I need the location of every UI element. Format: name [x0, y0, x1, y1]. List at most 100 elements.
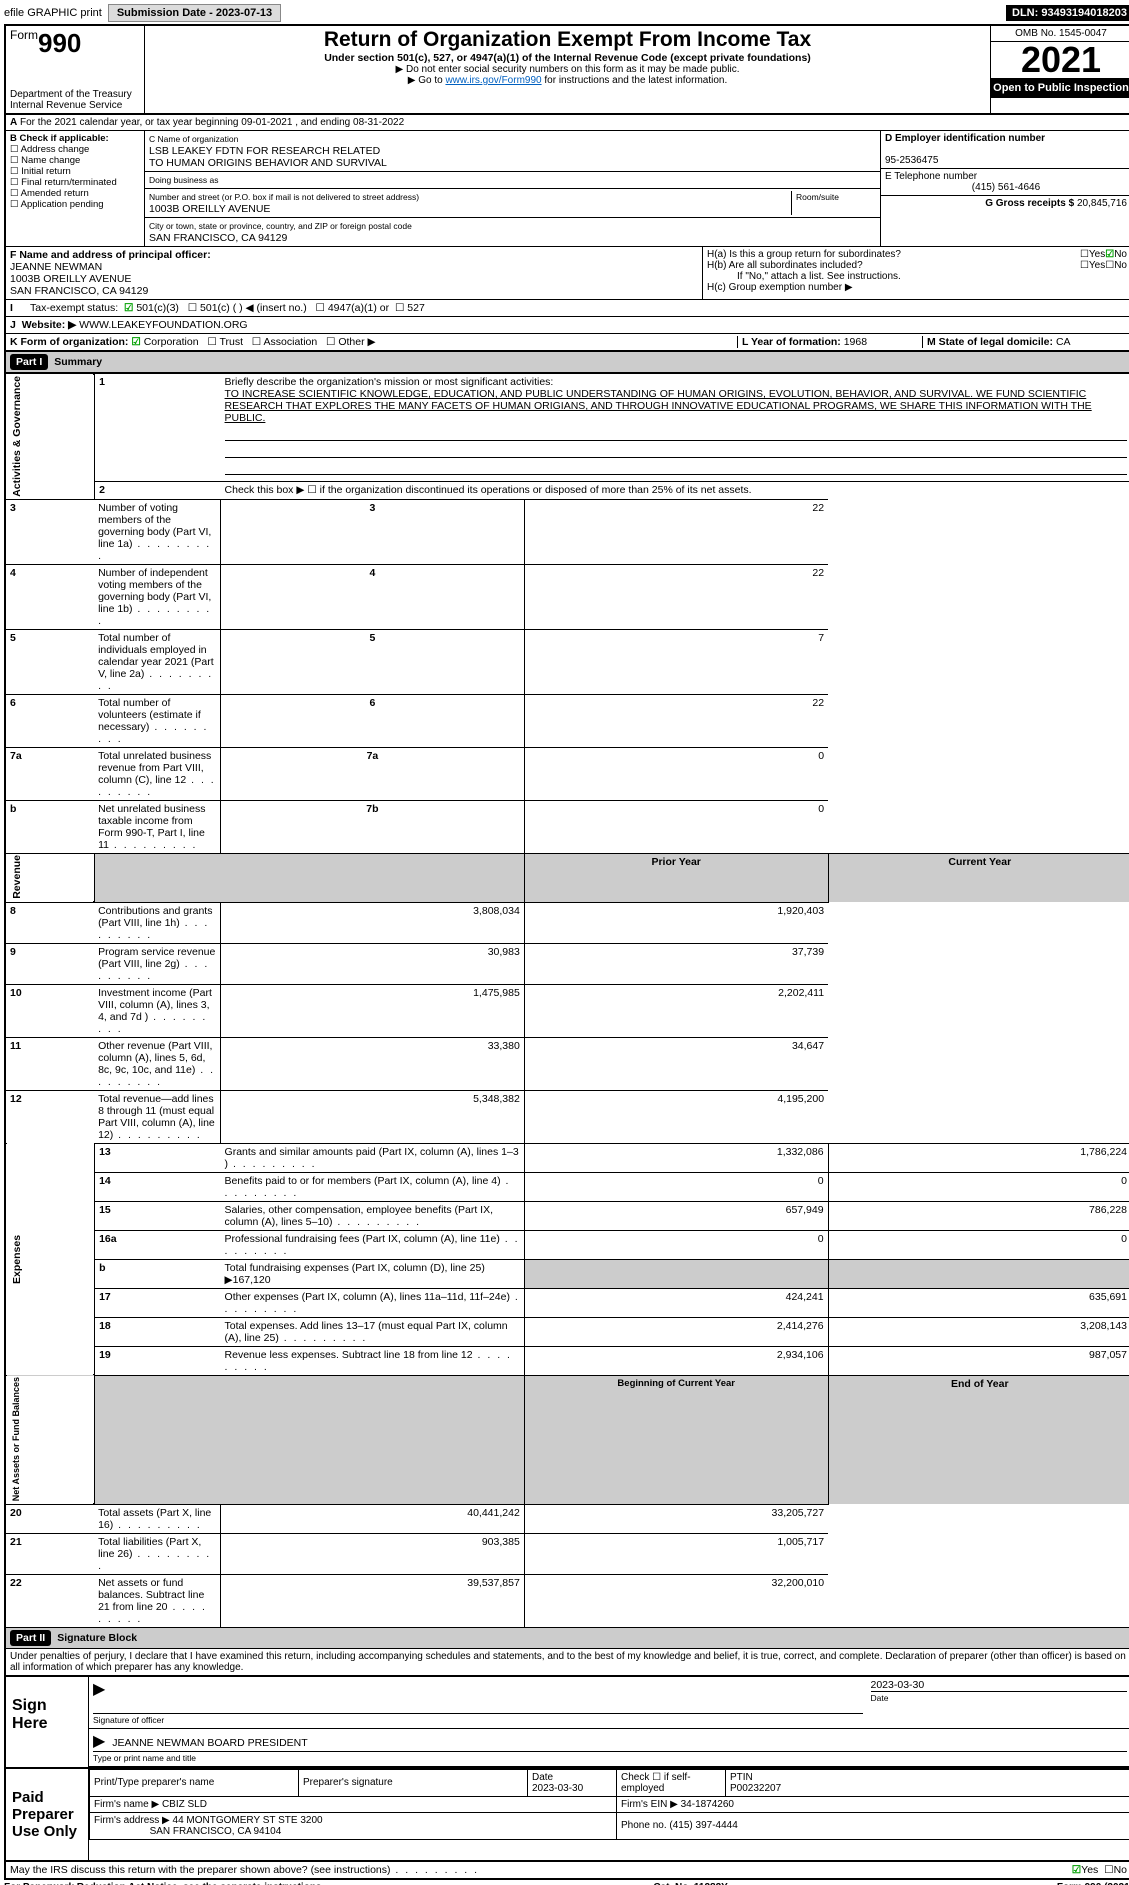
501c-check[interactable]: ☐ [188, 302, 197, 314]
part1-header: Part I Summary [6, 351, 1129, 373]
note-ssn: ▶ Do not enter social security numbers o… [147, 64, 988, 75]
org-name-label: C Name of organization [149, 134, 238, 144]
org-name-1: LSB LEAKEY FDTN FOR RESEARCH RELATED [149, 145, 380, 157]
self-emp-hdr: Check ☐ if self-employed [617, 1769, 726, 1796]
prep-date: 2023-03-30 [532, 1783, 583, 1794]
gov-row: 4Number of independent voting members of… [6, 564, 1129, 629]
vert-rev: Revenue [6, 853, 94, 902]
sign-date: 2023-03-30 [871, 1679, 1128, 1691]
box-f: F Name and address of principal officer:… [6, 247, 703, 299]
box-b-option[interactable]: ☐ Name change [10, 155, 140, 166]
irs-link[interactable]: www.irs.gov/Form990 [445, 75, 541, 86]
discuss-no: No [1114, 1864, 1127, 1876]
hdr-cur: Current Year [828, 853, 1129, 902]
opt-527: 527 [407, 302, 425, 314]
submission-date-button[interactable]: Submission Date - 2023-07-13 [108, 4, 281, 22]
ha-yes[interactable]: ☐Yes [1080, 249, 1105, 260]
addr-label: Number and street (or P.O. box if mail i… [149, 192, 419, 202]
ein-value: 95-2536475 [885, 155, 938, 166]
header-title-box: Return of Organization Exempt From Incom… [145, 26, 990, 113]
ha-no[interactable]: ☑ [1105, 249, 1114, 260]
form-org-label: K Form of organization: [10, 336, 128, 348]
note-link: ▶ Go to www.irs.gov/Form990 for instruct… [147, 75, 988, 86]
opt-assoc: Association [264, 336, 318, 348]
org-name-2: TO HUMAN ORIGINS BEHAVIOR AND SURVIVAL [149, 157, 387, 169]
discuss-yes-check[interactable]: ☑ [1072, 1864, 1081, 1876]
ha-label: H(a) Is this a group return for subordin… [707, 249, 1080, 260]
room-label: Room/suite [796, 192, 839, 202]
hdr-prior: Prior Year [524, 853, 828, 902]
year-formation-label: L Year of formation: [742, 336, 841, 348]
irs-label: Internal Revenue Service [10, 100, 140, 111]
year-formation: 1968 [844, 336, 867, 348]
discuss-yes: Yes [1081, 1864, 1098, 1876]
q2-text: Check this box ▶ ☐ if the organization d… [221, 482, 1129, 499]
hb-no[interactable]: ☐No [1105, 260, 1127, 271]
tax-status-label: Tax-exempt status: [30, 302, 118, 314]
discuss-no-check[interactable]: ☐ [1104, 1864, 1113, 1876]
ha-no-label: No [1114, 249, 1127, 260]
firm-addr2: SAN FRANCISCO, CA 94104 [150, 1826, 282, 1837]
box-b-option[interactable]: ☐ Initial return [10, 166, 140, 177]
4947-check[interactable]: ☐ [315, 302, 324, 314]
exp-row: Expenses13Grants and similar amounts pai… [6, 1143, 1129, 1172]
prep-name-hdr: Print/Type preparer's name [90, 1769, 299, 1796]
state-domicile: CA [1056, 336, 1071, 348]
exp-row: 14Benefits paid to or for members (Part … [6, 1172, 1129, 1201]
website-url: WWW.LEAKEYFOUNDATION.ORG [79, 319, 247, 331]
officer-name: JEANNE NEWMAN [10, 261, 102, 273]
hdr-end: End of Year [828, 1375, 1129, 1504]
q1-text: Briefly describe the organization's miss… [225, 376, 554, 388]
note-prefix: ▶ Go to [408, 75, 446, 86]
may-discuss-q: May the IRS discuss this return with the… [10, 1864, 391, 1876]
net-row: 20Total assets (Part X, line 16)40,441,2… [6, 1504, 1129, 1533]
mission-text: TO INCREASE SCIENTIFIC KNOWLEDGE, EDUCAT… [225, 388, 1092, 424]
firm-phone: (415) 397-4444 [669, 1820, 737, 1831]
rev-row: 9Program service revenue (Part VIII, lin… [6, 943, 1129, 984]
box-klm: K Form of organization: ☑ Corporation ☐ … [6, 334, 1129, 351]
hb-label: H(b) Are all subordinates included? [707, 260, 1080, 271]
hb-yes[interactable]: ☐Yes [1080, 260, 1105, 271]
sign-here-label: Sign Here [6, 1677, 89, 1767]
open-public-badge: Open to Public Inspection [991, 78, 1129, 98]
box-b-option[interactable]: ☐ Final return/terminated [10, 177, 140, 188]
dept-label: Department of the Treasury [10, 89, 140, 100]
gov-row: bNet unrelated business taxable income f… [6, 800, 1129, 853]
prep-sig-hdr: Preparer's signature [299, 1769, 528, 1796]
ptin-value: P00232207 [730, 1783, 781, 1794]
officer-addr2: SAN FRANCISCO, CA 94129 [10, 285, 148, 297]
officer-label: F Name and address of principal officer: [10, 249, 211, 261]
website-label: Website: ▶ [22, 319, 77, 331]
opt-501c: 501(c) ( ) ◀ (insert no.) [200, 302, 307, 314]
gov-row: 7aTotal unrelated business revenue from … [6, 747, 1129, 800]
box-b-option[interactable]: ☐ Amended return [10, 188, 140, 199]
tax-year: 2021 [991, 42, 1129, 78]
part2-title: Signature Block [57, 1632, 137, 1644]
part1-title: Summary [54, 356, 102, 368]
501c3-check[interactable]: ☑ [124, 302, 133, 314]
footer: For Paperwork Reduction Act Notice, see … [4, 1880, 1129, 1885]
caret-icon: ▶ [93, 1681, 105, 1698]
box-b-option[interactable]: ☐ Application pending [10, 199, 140, 210]
rev-row: 8Contributions and grants (Part VIII, li… [6, 902, 1129, 943]
box-c: C Name of organization LSB LEAKEY FDTN F… [145, 131, 880, 246]
hb-note: If "No," attach a list. See instructions… [707, 271, 1127, 282]
corp-check[interactable]: ☑ [131, 336, 140, 348]
527-check[interactable]: ☐ [395, 302, 404, 314]
box-b-option[interactable]: ☐ Address change [10, 144, 140, 155]
gov-row: 6Total number of volunteers (estimate if… [6, 694, 1129, 747]
hdr-beg: Beginning of Current Year [524, 1375, 828, 1504]
firm-name-label: Firm's name ▶ [94, 1799, 159, 1810]
officer-name-title: JEANNE NEWMAN BOARD PRESIDENT [112, 1737, 307, 1749]
gross-label: G Gross receipts $ [985, 198, 1074, 209]
part2-header: Part II Signature Block [6, 1627, 1129, 1649]
phone-label: E Telephone number [885, 171, 977, 182]
firm-ein-label: Firm's EIN ▶ [621, 1799, 678, 1810]
net-row: 21Total liabilities (Part X, line 26)903… [6, 1533, 1129, 1574]
box-b: B Check if applicable: ☐ Address change☐… [6, 131, 145, 246]
exp-row: 16aProfessional fundraising fees (Part I… [6, 1230, 1129, 1259]
ptin-hdr: PTIN [730, 1772, 753, 1783]
exp-row: 19Revenue less expenses. Subtract line 1… [6, 1346, 1129, 1375]
return-subtitle: Under section 501(c), 527, or 4947(a)(1)… [147, 52, 988, 64]
city-label: City or town, state or province, country… [149, 221, 412, 231]
